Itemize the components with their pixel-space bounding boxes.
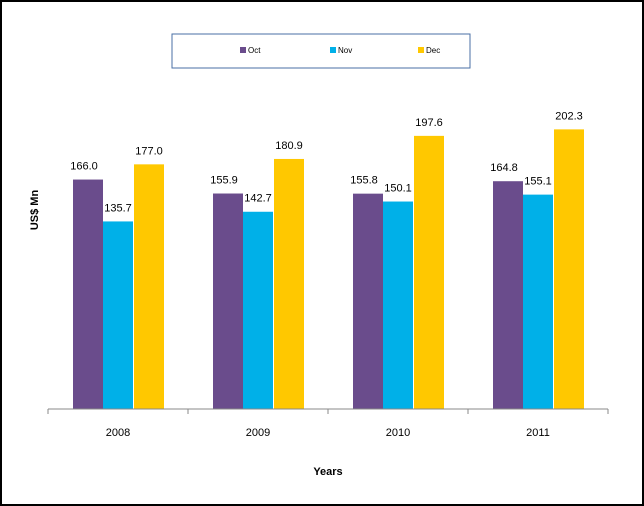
x-tick-label: 2010	[386, 427, 410, 439]
data-label: 135.7	[104, 202, 132, 214]
bar	[523, 194, 553, 409]
x-tick-label: 2011	[526, 427, 550, 439]
x-axis-label: Years	[313, 466, 342, 478]
data-label: 155.9	[210, 174, 238, 186]
bar	[414, 135, 444, 409]
bar	[243, 211, 273, 409]
bar	[73, 179, 103, 409]
legend-swatch	[240, 47, 246, 53]
data-label: 155.8	[350, 175, 378, 187]
legend-label: Dec	[426, 46, 440, 55]
legend-label: Oct	[248, 46, 261, 55]
bar	[493, 181, 523, 409]
bar	[383, 201, 413, 409]
bar	[213, 193, 243, 409]
data-label: 164.8	[490, 162, 518, 174]
legend-label: Nov	[338, 46, 352, 55]
data-label: 197.6	[415, 117, 443, 129]
data-label: 142.7	[244, 193, 272, 205]
x-tick-label: 2009	[246, 427, 270, 439]
bar	[103, 221, 133, 409]
bar	[134, 164, 164, 409]
legend-swatch	[418, 47, 424, 53]
legend-swatch	[330, 47, 336, 53]
bar	[554, 129, 584, 409]
data-label: 166.0	[70, 160, 98, 172]
y-axis-label: US$ Mn	[29, 190, 41, 231]
data-label: 150.1	[384, 182, 412, 194]
data-label: 202.3	[555, 110, 583, 122]
x-tick-label: 2008	[106, 427, 130, 439]
data-label: 155.1	[524, 176, 552, 188]
bar	[353, 193, 383, 409]
data-label: 177.0	[135, 145, 163, 157]
data-label: 180.9	[275, 140, 303, 152]
bar	[274, 158, 304, 409]
